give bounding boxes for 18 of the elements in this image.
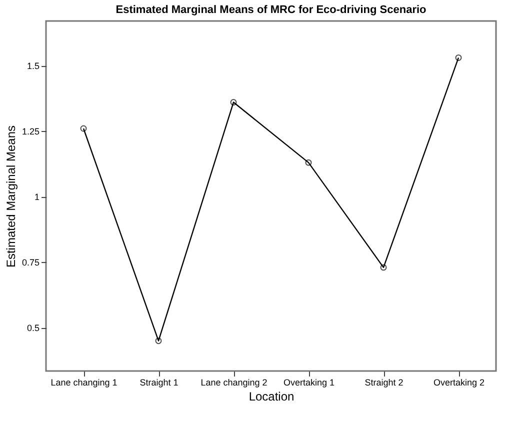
- point: [380, 264, 387, 271]
- x-tick-label: Straight 2: [364, 378, 404, 388]
- x-tick-label: Overtaking 2: [433, 378, 485, 388]
- y-tick-label: 0.5: [26, 323, 40, 334]
- y-axis-title: Estimated Marginal Means: [4, 125, 18, 268]
- x-tick-label: Overtaking 1: [283, 378, 335, 388]
- chart-title: Estimated Marginal Means of MRC for Eco-driving Scenario: [116, 4, 427, 16]
- x-tick-label: Lane changing 1: [50, 378, 118, 388]
- y-tick-label: 1.25: [22, 126, 40, 137]
- point: [230, 99, 237, 106]
- point: [305, 159, 312, 166]
- point: [155, 338, 162, 344]
- x-axis-title: Location: [248, 390, 294, 404]
- y-tick-label: 1.5: [26, 61, 40, 72]
- x-tick-label: Lane changing 2: [200, 378, 268, 388]
- y-tick-label: 0.75: [22, 258, 40, 268]
- x-tick-label: Straight 1: [140, 378, 178, 388]
- y-tick-label: 1: [34, 192, 40, 202]
